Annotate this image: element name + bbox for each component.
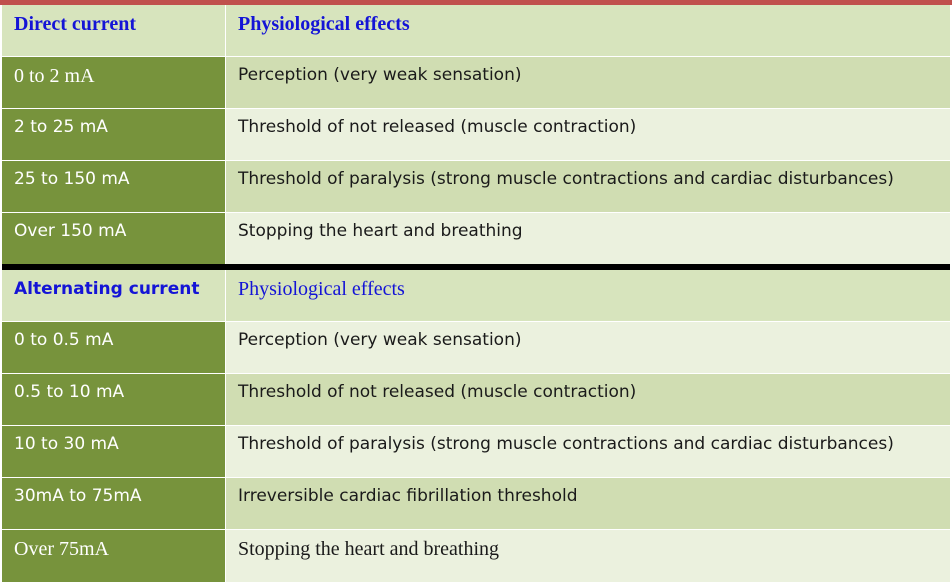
table-row: Over 75mA Stopping the heart and breathi…: [2, 530, 950, 582]
ac-range-cell: 0.5 to 10 mA: [2, 374, 226, 425]
ac-range-cell: 0 to 0.5 mA: [2, 322, 226, 373]
table-row: Over 150 mA Stopping the heart and breat…: [2, 213, 950, 264]
ac-header-row: Alternating current Physiological effect…: [2, 270, 950, 322]
ac-effect-cell: Irreversible cardiac fibrillation thresh…: [226, 478, 950, 529]
current-effects-table: Direct current Physiological effects 0 t…: [2, 5, 950, 582]
dc-header-label: Direct current: [2, 5, 226, 56]
dc-range-cell: 2 to 25 mA: [2, 109, 226, 160]
dc-effect-cell: Threshold of paralysis (strong muscle co…: [226, 161, 950, 212]
dc-range-cell: 0 to 2 mA: [2, 57, 226, 108]
dc-effect-cell: Perception (very weak sensation): [226, 57, 950, 108]
ac-effect-cell: Threshold of not released (muscle contra…: [226, 374, 950, 425]
dc-range-cell: Over 150 mA: [2, 213, 226, 264]
dc-header-row: Direct current Physiological effects: [2, 5, 950, 57]
table-row: 0 to 2 mA Perception (very weak sensatio…: [2, 57, 950, 109]
ac-range-cell: 30mA to 75mA: [2, 478, 226, 529]
table-top-border: [0, 0, 952, 5]
ac-range-cell: 10 to 30 mA: [2, 426, 226, 477]
table-row: 25 to 150 mA Threshold of paralysis (str…: [2, 161, 950, 213]
ac-header-label: Alternating current: [2, 270, 226, 321]
table-row: 30mA to 75mA Irreversible cardiac fibril…: [2, 478, 950, 530]
dc-range-cell: 25 to 150 mA: [2, 161, 226, 212]
section-separator: [2, 264, 950, 270]
ac-effect-cell: Perception (very weak sensation): [226, 322, 950, 373]
ac-effect-cell: Threshold of paralysis (strong muscle co…: [226, 426, 950, 477]
table-row: 0 to 0.5 mA Perception (very weak sensat…: [2, 322, 950, 374]
table-row: 0.5 to 10 mA Threshold of not released (…: [2, 374, 950, 426]
dc-effect-cell: Stopping the heart and breathing: [226, 213, 950, 264]
table-row: 2 to 25 mA Threshold of not released (mu…: [2, 109, 950, 161]
ac-effect-cell: Stopping the heart and breathing: [226, 530, 950, 582]
dc-effect-cell: Threshold of not released (muscle contra…: [226, 109, 950, 160]
table-row: 10 to 30 mA Threshold of paralysis (stro…: [2, 426, 950, 478]
ac-effects-header: Physiological effects: [226, 270, 950, 321]
ac-range-cell: Over 75mA: [2, 530, 226, 582]
dc-effects-header: Physiological effects: [226, 5, 950, 56]
